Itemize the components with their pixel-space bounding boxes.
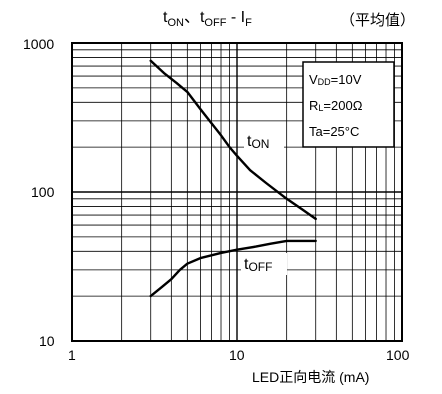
y-tick-1000: 1000 — [23, 36, 54, 52]
conditions-box — [302, 61, 395, 148]
x-axis-label: LED正向电流 (mA) — [252, 369, 369, 385]
series-label-ton-sub: ON — [251, 137, 269, 151]
title-if-sub: F — [245, 17, 252, 29]
condition-ta: Ta=25°C — [309, 124, 359, 139]
series-label-ton-main: t — [247, 133, 252, 150]
condition-vdd-main: V — [309, 72, 318, 87]
condition-rl-main: R — [309, 98, 318, 113]
x-tick-10: 10 — [229, 347, 245, 363]
average-note: （平均值） — [340, 12, 415, 29]
series-label-ton-bg — [244, 130, 284, 152]
x-tick-100: 100 — [386, 347, 410, 363]
series-line-toff — [149, 239, 317, 298]
title-t-on-sub: ON — [167, 17, 184, 29]
condition-rl-sub: L — [318, 103, 323, 113]
series-label-toff: tOFF — [244, 256, 272, 274]
title-t-on-main: t — [163, 9, 168, 26]
series-label-ton: tON — [247, 133, 269, 151]
condition-rl-rest: =200Ω — [323, 98, 362, 113]
series-label-toff-sub: OFF — [248, 260, 272, 274]
title-t-off-main: t — [200, 9, 205, 26]
x-tick-1: 1 — [68, 347, 76, 363]
condition-vdd: VDD=10V — [309, 72, 362, 87]
title-dash: - I — [226, 9, 245, 26]
y-tick-100: 100 — [31, 184, 55, 200]
series-label-toff-bg — [241, 253, 287, 275]
condition-vdd-sub: DD — [318, 77, 331, 87]
title-separator: 、 — [184, 9, 200, 26]
title-t-off-sub: OFF — [204, 17, 226, 29]
condition-rl: RL=200Ω — [309, 98, 363, 113]
series-line-ton — [149, 59, 317, 221]
condition-vdd-rest: =10V — [331, 72, 362, 87]
plot-frame — [71, 42, 403, 342]
y-tick-10: 10 — [39, 333, 55, 349]
chart-title: tON、tOFF - IF — [163, 9, 252, 29]
series-label-toff-main: t — [244, 256, 249, 273]
